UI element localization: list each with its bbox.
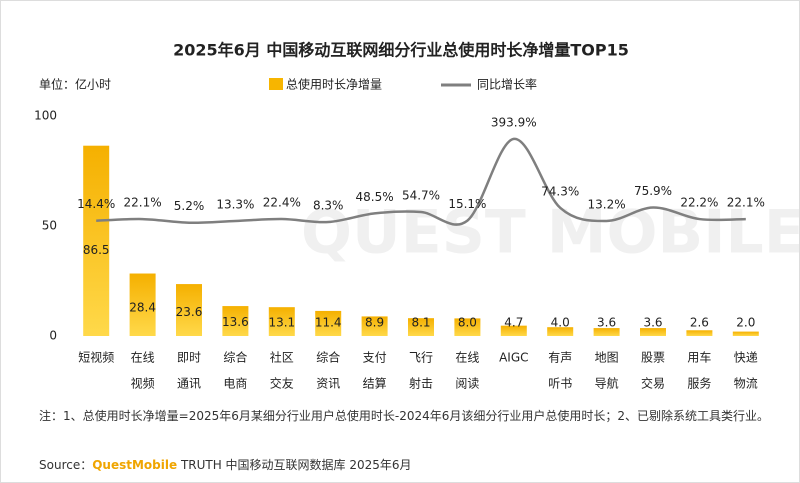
x-tick-label: 在线 xyxy=(455,351,479,365)
bar xyxy=(361,316,388,336)
bar-value-label: 8.0 xyxy=(458,316,477,330)
bar xyxy=(732,331,759,336)
x-tick-label: 飞行 xyxy=(409,351,433,365)
y-tick-label: 50 xyxy=(42,219,57,233)
line-value-label: 13.2% xyxy=(588,197,626,211)
bar-value-label: 13.6 xyxy=(222,315,249,329)
x-tick-label: 听书 xyxy=(548,377,572,391)
bar-value-label: 4.0 xyxy=(551,316,570,330)
x-tick-label: 短视频 xyxy=(78,350,114,365)
x-tick-label: 交友 xyxy=(270,376,294,391)
legend-swatch xyxy=(269,78,283,90)
source-rest: TRUTH 中国移动互联网数据库 2025年6月 xyxy=(177,458,412,472)
bar-value-label: 86.5 xyxy=(83,243,110,257)
x-tick-label: 通讯 xyxy=(177,377,201,391)
bar xyxy=(408,318,434,336)
line xyxy=(96,137,746,226)
bar-value-label: 2.0 xyxy=(736,316,755,330)
x-tick-label: 支付 xyxy=(363,351,387,365)
source-prefix: Source： xyxy=(39,458,93,472)
y-tick-label: 0 xyxy=(49,329,57,343)
bar xyxy=(500,325,527,336)
bar-value-label: 3.6 xyxy=(597,316,616,330)
x-tick-label: 社区 xyxy=(270,350,294,365)
source: Source：QuestMobile TRUTH 中国移动互联网数据库 2025… xyxy=(39,456,412,473)
x-tick-label: 视频 xyxy=(131,376,155,391)
bar-value-label: 4.7 xyxy=(504,316,523,330)
bar-value-label: 3.6 xyxy=(643,316,662,330)
line-value-label: 5.2% xyxy=(174,199,205,213)
x-tick-label: AIGC xyxy=(499,351,528,365)
x-tick-label: 电商 xyxy=(223,376,247,391)
x-tick-label: 股票 xyxy=(641,351,665,365)
bar xyxy=(593,328,620,336)
x-tick-label: 在线 xyxy=(131,351,155,365)
line-value-label: 22.1% xyxy=(124,196,162,210)
line-value-label: 393.9% xyxy=(491,115,537,129)
x-tick-label: 综合 xyxy=(316,350,340,365)
bar xyxy=(129,273,156,336)
note: 注：1、总使用时长净增量=2025年6月某细分行业用户总使用时长-2024年6月… xyxy=(39,409,770,423)
line-value-label: 8.3% xyxy=(313,199,344,213)
bar xyxy=(222,306,249,336)
line-value-label: 22.2% xyxy=(680,196,718,210)
bar xyxy=(454,318,481,336)
bar-value-label: 13.1 xyxy=(268,316,295,330)
legend-label: 总使用时长净增量 xyxy=(286,77,382,92)
x-tick-label: 物流 xyxy=(734,377,758,391)
x-tick-label: 综合 xyxy=(223,350,247,365)
x-tick-label: 射击 xyxy=(409,376,433,391)
x-tick-label: 快递 xyxy=(734,351,758,365)
bar xyxy=(176,284,202,336)
legend-label: 同比增长率 xyxy=(477,77,537,92)
bar xyxy=(547,327,574,336)
bar xyxy=(640,328,666,336)
bar-value-label: 8.1 xyxy=(411,316,430,330)
x-tick-label: 用车 xyxy=(687,350,711,365)
line-value-label: 15.1% xyxy=(448,197,486,211)
watermark: QUEST MOBILE xyxy=(301,198,799,268)
x-tick-label: 有声 xyxy=(548,351,572,365)
line-value-label: 48.5% xyxy=(356,190,394,204)
bar-value-label: 8.9 xyxy=(365,316,384,330)
unit-label: 单位：亿小时 xyxy=(39,77,111,92)
x-tick-label: 地图 xyxy=(595,351,619,365)
bar xyxy=(268,307,295,336)
x-tick-label: 服务 xyxy=(687,376,711,391)
y-tick-label: 100 xyxy=(34,109,57,123)
bar-value-label: 11.4 xyxy=(315,316,342,330)
bar xyxy=(315,310,342,336)
line-value-label: 74.3% xyxy=(541,184,579,198)
bar xyxy=(83,145,110,336)
x-tick-label: 交易 xyxy=(641,376,665,391)
bar-value-label: 2.6 xyxy=(690,316,709,330)
bar xyxy=(686,330,713,336)
source-brand: QuestMobile xyxy=(92,458,178,472)
chart-title: 2025年6月 中国移动互联网细分行业总使用时长净增量TOP15 xyxy=(173,41,629,60)
x-tick-label: 阅读 xyxy=(455,377,479,391)
bar-value-label: 28.4 xyxy=(129,300,156,314)
chart: QUEST MOBILE 2025年6月 中国移动互联网细分行业总使用时长净增量… xyxy=(34,41,799,391)
bar-value-label: 23.6 xyxy=(176,305,203,319)
line-value-label: 13.3% xyxy=(216,197,254,211)
x-tick-label: 结算 xyxy=(363,376,387,391)
line-value-label: 54.7% xyxy=(402,189,440,203)
x-tick-label: 即时 xyxy=(177,351,201,365)
line-value-label: 22.4% xyxy=(263,196,301,210)
line-value-label: 75.9% xyxy=(634,184,672,198)
x-tick-label: 资讯 xyxy=(316,377,340,391)
line-value-label: 22.1% xyxy=(727,196,765,210)
x-tick-label: 导航 xyxy=(595,376,619,391)
line-value-label: 14.4% xyxy=(77,197,115,211)
